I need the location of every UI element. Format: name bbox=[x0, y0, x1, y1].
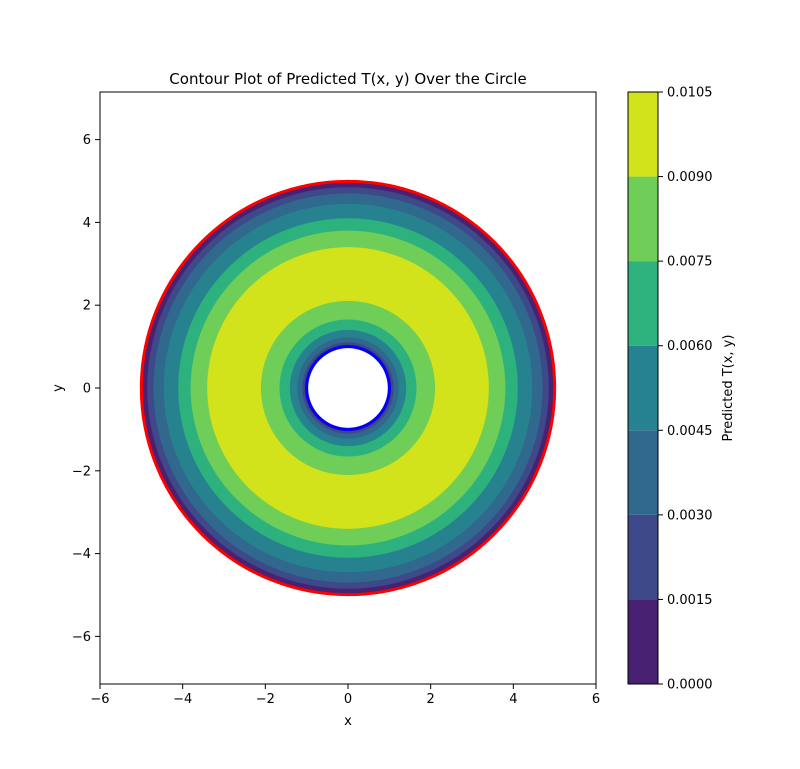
x-tick-label: −4 bbox=[173, 692, 192, 707]
colorbar-tick-label: 0.0015 bbox=[667, 593, 713, 608]
colorbar-segment-2 bbox=[628, 430, 658, 515]
plot-area bbox=[99, 91, 597, 685]
colorbar-tick-label: 0.0090 bbox=[667, 170, 713, 185]
colorbar-segment-5 bbox=[628, 176, 658, 262]
colorbar-segment-4 bbox=[628, 261, 658, 346]
colorbar-segment-1 bbox=[628, 514, 658, 600]
colorbar: 0.0000 0.0015 0.0030 0.0045 0.0060 0.0075 0.00… bbox=[627, 86, 736, 693]
x-tick-label: 4 bbox=[509, 692, 517, 707]
colorbar-frame bbox=[627, 91, 659, 685]
x-tick-label: 6 bbox=[592, 692, 600, 707]
colorbar-label: Predicted T(x, y) bbox=[721, 335, 736, 442]
colorbar-segments bbox=[628, 92, 658, 684]
x-axis-label: x bbox=[344, 714, 352, 729]
x-tick-label: 2 bbox=[427, 692, 435, 707]
colorbar-segment-3 bbox=[628, 345, 658, 431]
y-tick-label: 0 bbox=[83, 382, 91, 397]
x-tick-label: 0 bbox=[344, 692, 352, 707]
y-tick-label: 4 bbox=[83, 216, 91, 231]
colorbar-segment-6 bbox=[628, 92, 658, 177]
x-tick-label: −6 bbox=[90, 692, 109, 707]
colorbar-segment-0 bbox=[628, 599, 658, 684]
colorbar-tick-label: 0.0045 bbox=[667, 424, 713, 439]
inner-boundary-circle bbox=[305, 345, 391, 431]
y-axis: −6 −4 −2 0 2 4 6 bbox=[72, 133, 100, 645]
colorbar-tick-label: 0.0030 bbox=[667, 508, 713, 523]
chart-title: Contour Plot of Predicted T(x, y) Over t… bbox=[169, 70, 526, 88]
y-tick-label: −4 bbox=[72, 547, 91, 562]
y-tick-label: 2 bbox=[83, 299, 91, 314]
colorbar-tick-label: 0.0000 bbox=[667, 678, 713, 693]
x-tick-label: −2 bbox=[256, 692, 275, 707]
colorbar-tick-label: 0.0060 bbox=[667, 339, 713, 354]
x-axis: −6 −4 −2 0 2 4 6 bbox=[90, 684, 600, 707]
y-tick-label: −6 bbox=[72, 630, 91, 645]
colorbar-tick-label: 0.0105 bbox=[667, 86, 713, 101]
y-tick-label: 6 bbox=[83, 133, 91, 148]
outer-boundary-circle bbox=[139, 179, 557, 597]
colorbar-ticks: 0.0000 0.0015 0.0030 0.0045 0.0060 0.0075 0.00… bbox=[658, 86, 713, 693]
y-axis-label: y bbox=[51, 384, 66, 392]
contour-bands bbox=[141, 181, 555, 595]
y-tick-label: −2 bbox=[72, 464, 91, 479]
colorbar-tick-label: 0.0075 bbox=[667, 255, 713, 270]
